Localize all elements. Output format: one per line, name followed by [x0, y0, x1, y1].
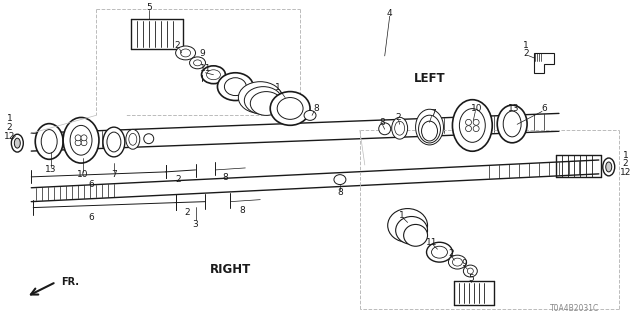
Ellipse shape	[463, 265, 477, 277]
Text: 1: 1	[623, 150, 628, 160]
Text: 10: 10	[470, 104, 482, 113]
Ellipse shape	[473, 119, 479, 125]
Text: LEFT: LEFT	[413, 72, 445, 85]
Text: 3: 3	[193, 220, 198, 229]
Ellipse shape	[107, 132, 121, 152]
Ellipse shape	[304, 110, 316, 120]
Text: 5: 5	[146, 3, 152, 12]
Text: 13: 13	[45, 165, 57, 174]
Text: 12: 12	[4, 132, 15, 141]
Text: 2: 2	[396, 113, 401, 122]
Ellipse shape	[497, 105, 527, 143]
Ellipse shape	[175, 46, 196, 60]
Text: 12: 12	[620, 168, 631, 177]
Ellipse shape	[605, 162, 612, 172]
Ellipse shape	[14, 138, 20, 148]
Ellipse shape	[449, 255, 467, 269]
Ellipse shape	[41, 130, 57, 153]
Ellipse shape	[395, 121, 404, 135]
Ellipse shape	[473, 126, 479, 132]
Text: FR.: FR.	[61, 277, 79, 287]
Text: 8: 8	[337, 188, 343, 197]
Ellipse shape	[81, 135, 87, 141]
Ellipse shape	[388, 209, 428, 242]
Ellipse shape	[334, 175, 346, 185]
Text: RIGHT: RIGHT	[210, 262, 251, 276]
Text: 2: 2	[449, 249, 454, 258]
Ellipse shape	[244, 87, 282, 114]
Ellipse shape	[404, 224, 428, 246]
Text: 6: 6	[88, 180, 94, 189]
Text: 2: 2	[175, 42, 180, 51]
Ellipse shape	[465, 126, 472, 132]
Ellipse shape	[75, 140, 81, 146]
Text: 7: 7	[431, 109, 436, 118]
Text: 8: 8	[380, 118, 386, 127]
Ellipse shape	[70, 125, 92, 155]
Ellipse shape	[392, 117, 408, 139]
Text: T0A4B2031C: T0A4B2031C	[550, 304, 599, 313]
Ellipse shape	[270, 92, 310, 125]
Text: 10: 10	[77, 170, 89, 180]
Ellipse shape	[193, 60, 202, 66]
Ellipse shape	[238, 82, 282, 113]
Ellipse shape	[129, 133, 137, 145]
Text: 1: 1	[524, 42, 529, 51]
Ellipse shape	[35, 124, 63, 159]
Ellipse shape	[144, 134, 154, 144]
Ellipse shape	[603, 158, 614, 176]
Ellipse shape	[225, 78, 246, 96]
Ellipse shape	[250, 92, 282, 116]
Text: 9: 9	[200, 49, 205, 59]
Ellipse shape	[452, 258, 462, 266]
Ellipse shape	[465, 119, 472, 125]
Ellipse shape	[452, 100, 492, 151]
Text: 2: 2	[176, 175, 181, 184]
Ellipse shape	[379, 123, 390, 135]
Ellipse shape	[103, 127, 125, 157]
Ellipse shape	[277, 98, 303, 119]
Ellipse shape	[415, 109, 444, 145]
Text: 13: 13	[508, 104, 520, 113]
Ellipse shape	[126, 129, 140, 149]
Text: 1: 1	[6, 114, 12, 123]
Ellipse shape	[431, 246, 447, 258]
Text: 1: 1	[399, 211, 404, 220]
Ellipse shape	[467, 268, 474, 274]
Text: 11: 11	[200, 64, 211, 73]
Text: 6: 6	[541, 104, 547, 113]
Text: 8: 8	[313, 104, 319, 113]
Text: 8: 8	[239, 206, 245, 215]
Ellipse shape	[419, 115, 440, 143]
Ellipse shape	[422, 121, 438, 141]
Text: 8: 8	[223, 173, 228, 182]
Ellipse shape	[218, 73, 253, 100]
Text: 4: 4	[387, 9, 392, 18]
Ellipse shape	[81, 140, 87, 146]
Text: 2: 2	[524, 49, 529, 59]
Text: 9: 9	[461, 259, 467, 268]
Ellipse shape	[75, 135, 81, 141]
Text: 2: 2	[623, 159, 628, 168]
Ellipse shape	[207, 70, 220, 80]
Text: 2: 2	[185, 208, 190, 217]
Text: 1: 1	[275, 83, 281, 92]
Ellipse shape	[12, 134, 23, 152]
Ellipse shape	[503, 111, 521, 137]
Text: 5: 5	[468, 275, 474, 284]
Ellipse shape	[460, 108, 485, 142]
Text: 7: 7	[111, 170, 116, 180]
Text: 2: 2	[6, 123, 12, 132]
Ellipse shape	[189, 57, 205, 69]
Ellipse shape	[426, 242, 452, 262]
Text: 11: 11	[426, 238, 437, 247]
Ellipse shape	[202, 66, 225, 84]
Ellipse shape	[180, 49, 191, 57]
Text: 6: 6	[88, 213, 94, 222]
Ellipse shape	[396, 217, 428, 244]
Ellipse shape	[63, 117, 99, 163]
